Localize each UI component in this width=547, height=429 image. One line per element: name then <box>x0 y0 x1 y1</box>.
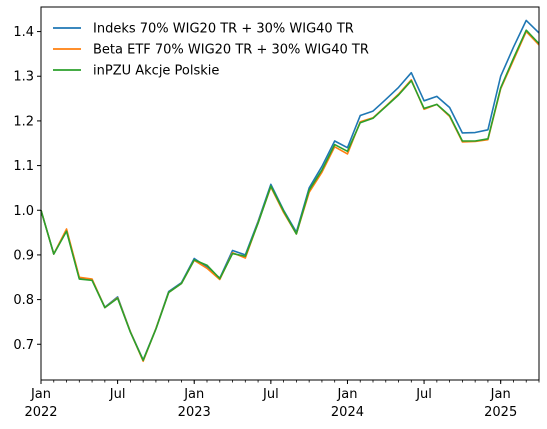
series-line-3 <box>40 29 540 362</box>
legend: Indeks 70% WIG20 TR + 30% WIG40 TR Beta E… <box>53 22 369 79</box>
x-tick-year-label: 2022 <box>24 405 57 420</box>
x-tick-label: Jul <box>415 387 432 402</box>
legend-label-2: Beta ETF 70% WIG20 TR + 30% WIG40 TR <box>93 43 369 58</box>
y-tick-label: 1.0 <box>13 204 34 219</box>
y-tick-label: 1.1 <box>13 159 34 174</box>
x-tick-label: Jan <box>30 387 51 402</box>
x-tick-year-label: 2025 <box>484 405 517 420</box>
x-tick-label: Jan <box>183 387 204 402</box>
y-tick-label: 1.4 <box>13 25 34 40</box>
y-tick-label: 1.2 <box>13 114 34 129</box>
legend-label-3: inPZU Akcje Polskie <box>93 64 219 79</box>
x-tick-label: Jul <box>262 387 279 402</box>
y-tick-label: 1.3 <box>13 70 34 85</box>
y-tick-label: 0.8 <box>13 293 34 308</box>
y-axis: 0.7 0.8 0.9 1.0 1.1 1.2 1.3 1.4 <box>13 25 41 353</box>
x-tick-label: Jan <box>336 387 357 402</box>
x-tick-year-label: 2024 <box>331 405 364 420</box>
y-tick-label: 0.9 <box>13 248 34 263</box>
y-tick-label: 0.7 <box>13 338 34 353</box>
plot-frame <box>40 6 540 381</box>
x-axis: Jan 2022 Jul Jan 2023 Jul Jan 2024 Jul Jan 2025 <box>24 380 540 420</box>
x-tick-label: Jan <box>490 387 511 402</box>
series-line-2 <box>40 30 540 363</box>
x-tick-label: Jul <box>109 387 126 402</box>
x-tick-year-label: 2023 <box>178 405 211 420</box>
legend-label-1: Indeks 70% WIG20 TR + 30% WIG40 TR <box>93 22 354 37</box>
plot-area <box>40 19 540 363</box>
